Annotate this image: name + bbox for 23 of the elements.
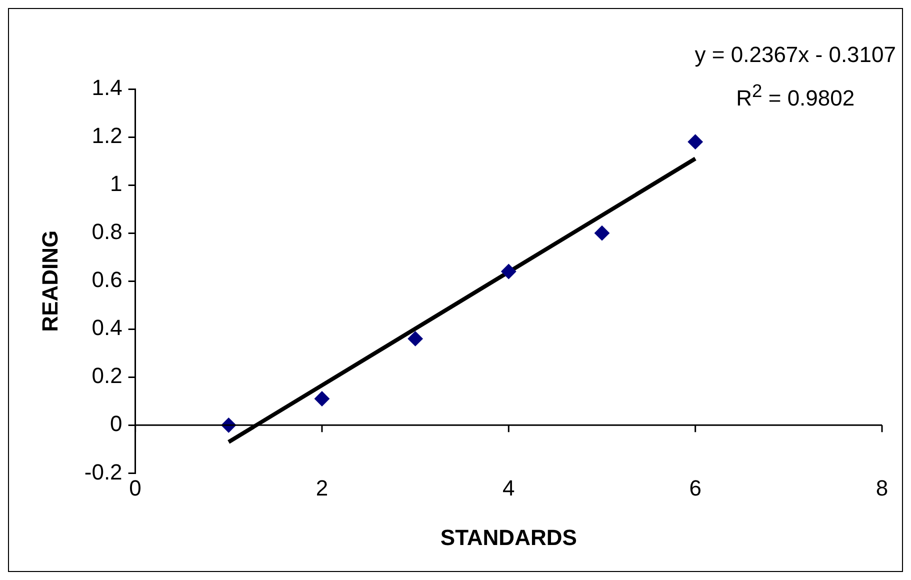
x-tick-label: 8 <box>876 475 888 500</box>
annotation: R$^{2}$ = 0.9802 <box>735 79 856 112</box>
point <box>688 134 703 150</box>
y-tick-label: 1 <box>110 171 122 196</box>
x-tick-label: 4 <box>502 475 515 500</box>
point <box>594 226 610 241</box>
y-tick-label: 0.8 <box>92 219 122 244</box>
point <box>314 391 330 406</box>
x-tick-label: 0 <box>129 475 142 500</box>
x-tick-label: 6 <box>689 475 702 500</box>
y-tick-label: 0 <box>110 411 122 436</box>
point <box>408 331 423 346</box>
y-tick-label: 1.4 <box>92 75 122 100</box>
y-tick-label: 0.6 <box>92 267 122 292</box>
y-tick-label: 0.4 <box>92 315 122 340</box>
x-tick-label: 2 <box>316 475 328 500</box>
x-axis-title: STANDARDS <box>440 524 577 550</box>
y-tick-label: 1.2 <box>92 123 122 148</box>
y-tick-label: 0.2 <box>92 363 122 388</box>
y-tick-label: -0.2 <box>84 459 122 484</box>
point <box>501 264 516 279</box>
y-axis-title: READING <box>37 230 62 332</box>
text: y = 0.2367x - 0.3107 <box>694 41 896 69</box>
